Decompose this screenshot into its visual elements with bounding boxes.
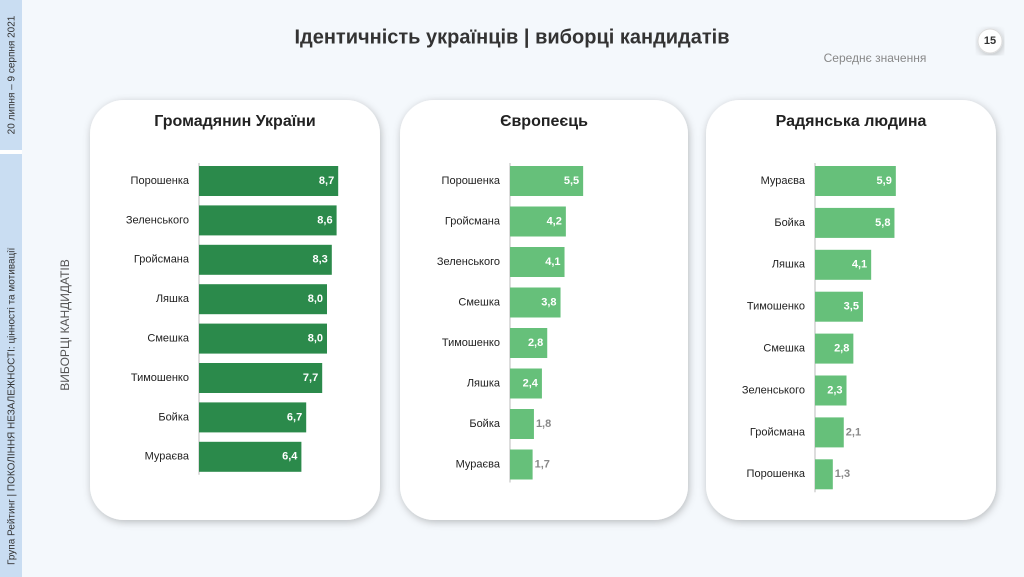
value-label: 8,6 xyxy=(317,214,332,226)
subtitle: Середнє значення xyxy=(824,51,927,65)
bar xyxy=(815,291,863,322)
category-label: Смешка xyxy=(763,343,806,355)
value-label: 6,7 xyxy=(287,411,302,423)
page-badge xyxy=(977,28,1003,54)
value-label: 3,8 xyxy=(541,296,556,308)
value-label: 8,7 xyxy=(319,175,334,187)
bar xyxy=(199,284,327,315)
bar xyxy=(199,205,337,236)
category-label: Ляшка xyxy=(156,293,190,305)
bar xyxy=(510,206,566,237)
date: 20 липня – 9 серпня 2021 xyxy=(7,15,18,134)
category-label: Зеленського xyxy=(126,214,189,226)
value-label: 8,0 xyxy=(308,293,323,305)
value-label: 4,2 xyxy=(547,215,562,227)
value-label: 1,8 xyxy=(536,418,551,430)
chart-title: Громадянин України xyxy=(154,113,315,130)
category-label: Гройсмана xyxy=(750,426,806,438)
category-label: Гройсмана xyxy=(445,215,501,227)
category-label: Гройсмана xyxy=(134,254,190,266)
category-label: Мураєва xyxy=(761,175,806,187)
category-label: Смешка xyxy=(147,333,190,345)
chart-title: Європеєць xyxy=(500,113,588,130)
category-label: Ляшка xyxy=(467,377,501,389)
page-number: 15 xyxy=(984,35,996,47)
category-label: Бойка xyxy=(774,217,806,229)
value-label: 2,3 xyxy=(827,384,842,396)
category-label: Мураєва xyxy=(145,451,190,463)
chart-title: Радянська людина xyxy=(776,113,927,130)
bar xyxy=(199,244,332,275)
value-label: 2,4 xyxy=(523,377,539,389)
category-label: Ляшка xyxy=(772,259,806,271)
bar xyxy=(815,166,896,196)
footer: Група Рейтинг | ПОКОЛІННЯ НЕЗАЛЕЖНОСТІ: … xyxy=(7,248,18,565)
category-label: Смешка xyxy=(458,296,501,308)
category-label: Порошенка xyxy=(442,175,501,187)
category-label: Зеленського xyxy=(742,384,805,396)
bar xyxy=(199,402,307,433)
title: Ідентичність українців | виборці кандида… xyxy=(294,26,729,48)
bar xyxy=(815,417,844,448)
bar xyxy=(510,449,533,480)
value-label: 2,1 xyxy=(846,426,861,438)
axis-label: ВИБОРЦІ КАНДИДАТІВ xyxy=(58,259,72,391)
value-label: 8,0 xyxy=(308,333,323,345)
bar xyxy=(199,166,339,196)
bar xyxy=(510,409,534,439)
bar xyxy=(199,363,323,393)
value-label: 4,1 xyxy=(545,256,560,268)
category-label: Порошенка xyxy=(131,175,190,187)
bar xyxy=(815,375,847,406)
category-label: Бойка xyxy=(158,411,190,423)
category-label: Бойка xyxy=(469,418,501,430)
category-label: Тимошенко xyxy=(747,301,805,313)
value-label: 7,7 xyxy=(303,372,318,384)
bar xyxy=(510,287,561,318)
value-label: 5,8 xyxy=(875,217,890,229)
bar xyxy=(815,459,833,490)
value-label: 4,1 xyxy=(852,259,867,271)
value-label: 1,7 xyxy=(535,458,550,470)
bar xyxy=(510,328,548,358)
bar xyxy=(815,249,872,280)
category-label: Мураєва xyxy=(456,458,501,470)
category-label: Тимошенко xyxy=(131,372,189,384)
value-label: 6,4 xyxy=(282,451,298,463)
bar xyxy=(199,323,327,354)
bar xyxy=(510,247,565,277)
value-label: 5,5 xyxy=(564,175,579,187)
value-label: 1,3 xyxy=(835,468,850,480)
bar xyxy=(510,166,584,196)
value-label: 2,8 xyxy=(834,343,849,355)
bar xyxy=(199,441,302,472)
category-label: Зеленського xyxy=(437,256,500,268)
bar xyxy=(510,368,542,399)
bar xyxy=(815,207,895,238)
category-label: Порошенка xyxy=(747,468,806,480)
strip-divider xyxy=(0,150,22,154)
value-label: 8,3 xyxy=(313,254,328,266)
category-label: Тимошенко xyxy=(442,337,500,349)
value-label: 5,9 xyxy=(877,175,892,187)
value-label: 3,5 xyxy=(844,301,859,313)
bar xyxy=(815,333,854,364)
side-strip xyxy=(0,0,22,577)
value-label: 2,8 xyxy=(528,337,543,349)
